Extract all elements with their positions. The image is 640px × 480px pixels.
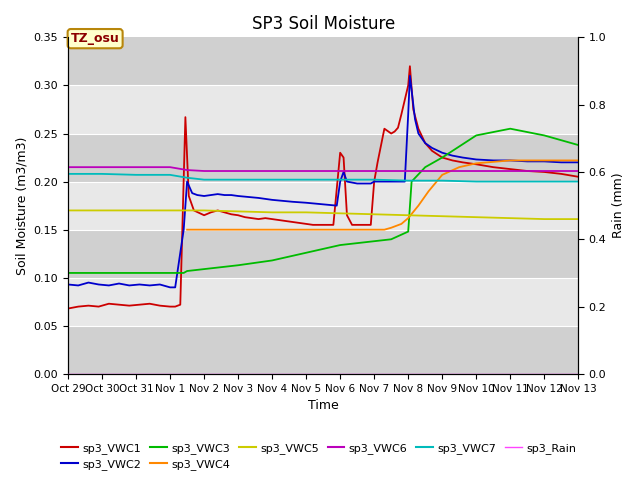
X-axis label: Time: Time [308,399,339,412]
Y-axis label: Soil Moisture (m3/m3): Soil Moisture (m3/m3) [15,136,28,275]
Bar [68,133,579,181]
Y-axis label: Rain (mm): Rain (mm) [612,173,625,239]
Bar [68,229,579,278]
Bar [68,181,579,229]
Bar [68,278,579,326]
Title: SP3 Soil Moisture: SP3 Soil Moisture [252,15,395,33]
Bar [68,85,579,133]
Bar [68,326,579,374]
Legend: sp3_VWC1, sp3_VWC2, sp3_VWC3, sp3_VWC4, sp3_VWC5, sp3_VWC6, sp3_VWC7, sp3_Rain: sp3_VWC1, sp3_VWC2, sp3_VWC3, sp3_VWC4, … [57,438,581,474]
Text: TZ_osu: TZ_osu [71,32,120,45]
Bar [68,37,579,85]
